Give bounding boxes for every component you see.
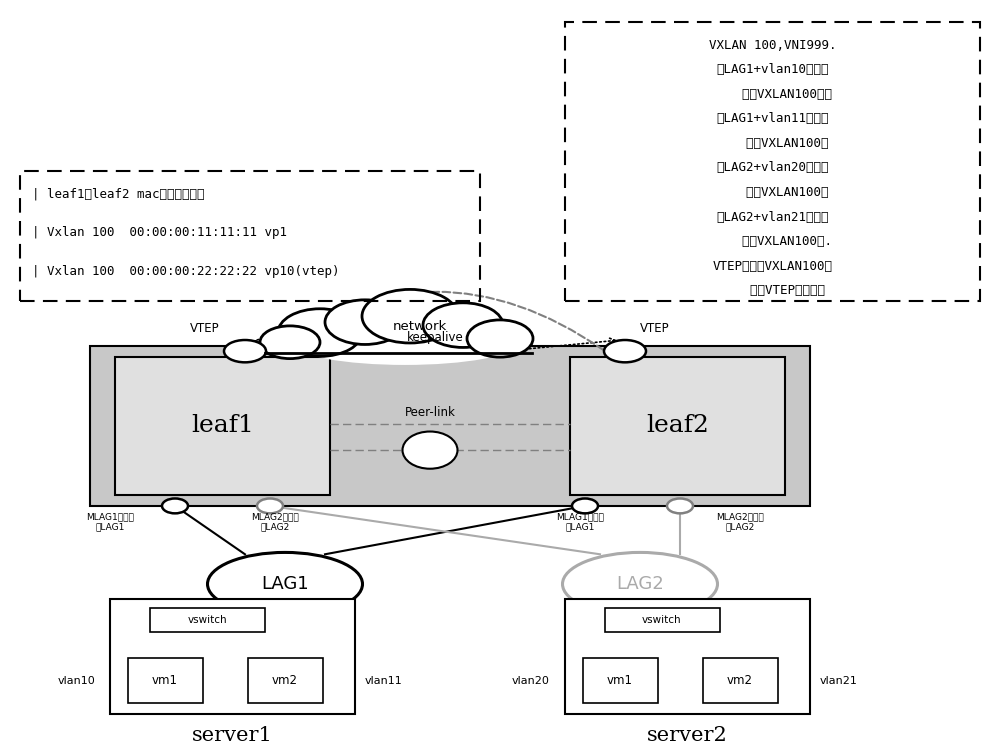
Text: vm1: vm1 [607, 674, 633, 687]
Text: vm2: vm2 [727, 674, 753, 687]
Text: MLAG1成员接
口LAG1: MLAG1成员接 口LAG1 [86, 512, 134, 531]
Ellipse shape [572, 498, 598, 513]
Ellipse shape [402, 432, 458, 469]
Text: | leaf1与leaf2 mac转发表如下：: | leaf1与leaf2 mac转发表如下： [32, 187, 205, 200]
Ellipse shape [257, 498, 283, 513]
Ellipse shape [224, 340, 266, 362]
Text: | Vxlan 100  00:00:00:22:22:22 vp10(vtep): | Vxlan 100 00:00:00:22:22:22 vp10(vtep) [32, 265, 340, 278]
Bar [565, 22, 980, 301]
Text: leaf2: leaf2 [646, 414, 709, 437]
Bar [605, 608, 720, 632]
Ellipse shape [162, 498, 188, 513]
Text: vswitch: vswitch [642, 615, 682, 625]
Ellipse shape [208, 552, 362, 616]
Text: 远端VTEP隙道连接: 远端VTEP隙道连接 [720, 284, 825, 297]
Ellipse shape [423, 303, 503, 347]
Ellipse shape [278, 309, 362, 356]
Bar [128, 658, 203, 703]
Ellipse shape [562, 552, 718, 616]
Text: （LAG1+vlan11）方式: （LAG1+vlan11）方式 [716, 112, 829, 125]
Bar [248, 658, 323, 703]
Text: 接入VXLAN100中: 接入VXLAN100中 [716, 137, 829, 150]
Text: server1: server1 [192, 725, 273, 744]
Ellipse shape [604, 340, 646, 362]
Bar [583, 658, 658, 703]
Text: MLAG2成员接
口LAG2: MLAG2成员接 口LAG2 [716, 512, 764, 531]
Bar [150, 608, 265, 632]
Bar [90, 346, 810, 506]
Text: vlan20: vlan20 [512, 676, 550, 686]
Text: （LAG2+vlan21）方式: （LAG2+vlan21）方式 [716, 211, 829, 223]
Text: 接入VXLAN100中.: 接入VXLAN100中. [712, 235, 832, 248]
Text: vlan21: vlan21 [820, 676, 858, 686]
Ellipse shape [295, 324, 515, 365]
Text: （LAG2+vlan20）方式: （LAG2+vlan20）方式 [716, 161, 829, 174]
Text: vlan11: vlan11 [365, 676, 403, 686]
Ellipse shape [260, 326, 320, 359]
Text: | Vxlan 100  00:00:00:11:11:11 vp1: | Vxlan 100 00:00:00:11:11:11 vp1 [32, 226, 287, 239]
Ellipse shape [362, 289, 458, 343]
FancyArrowPatch shape [267, 292, 603, 350]
Text: vm2: vm2 [272, 674, 298, 687]
Text: 接入VXLAN100中: 接入VXLAN100中 [716, 186, 829, 199]
Text: MLAG2成员接
口LAG2: MLAG2成员接 口LAG2 [251, 512, 299, 531]
Ellipse shape [667, 498, 693, 513]
Text: LAG2: LAG2 [616, 575, 664, 593]
Text: LAG1: LAG1 [261, 575, 309, 593]
Text: vswitch: vswitch [187, 615, 227, 625]
Text: MLAG1成员接
口LAG1: MLAG1成员接 口LAG1 [556, 512, 604, 531]
Text: vm1: vm1 [152, 674, 178, 687]
Bar [115, 357, 330, 495]
Ellipse shape [325, 300, 405, 344]
Text: VTEP加入至VXLAN100与: VTEP加入至VXLAN100与 [712, 260, 832, 272]
Text: VXLAN 100,VNI999.: VXLAN 100,VNI999. [709, 39, 836, 51]
Text: server2: server2 [647, 725, 728, 744]
Bar [20, 171, 480, 301]
Text: （LAG1+vlan10）方式: （LAG1+vlan10）方式 [716, 63, 829, 76]
Bar [110, 599, 355, 714]
Bar [565, 599, 810, 714]
Text: Peer-link: Peer-link [405, 405, 455, 418]
Text: keepalive: keepalive [407, 331, 463, 344]
Bar [570, 357, 785, 495]
Text: 接入VXLAN100中，: 接入VXLAN100中， [712, 88, 832, 100]
Ellipse shape [467, 320, 533, 357]
Text: VTEP: VTEP [190, 322, 220, 335]
Text: vlan10: vlan10 [57, 676, 95, 686]
Text: leaf1: leaf1 [191, 414, 254, 437]
Text: network: network [393, 320, 447, 333]
Bar [703, 658, 778, 703]
Text: VTEP: VTEP [640, 322, 670, 335]
